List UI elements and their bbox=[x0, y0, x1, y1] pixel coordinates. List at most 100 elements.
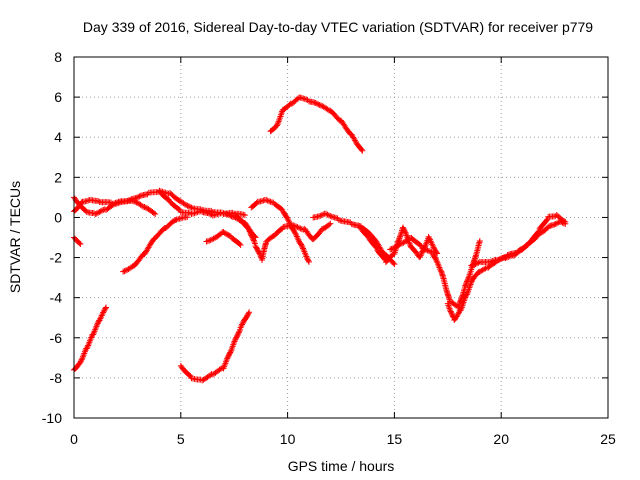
data-point bbox=[121, 268, 128, 275]
data-point bbox=[234, 332, 241, 339]
data-point bbox=[250, 237, 257, 244]
data-point bbox=[324, 106, 331, 113]
series-arc-7 bbox=[203, 229, 244, 248]
data-point bbox=[319, 103, 326, 110]
data-point bbox=[206, 237, 213, 244]
data-point bbox=[263, 196, 270, 203]
data-point bbox=[312, 100, 319, 107]
y-tick-label: -6 bbox=[50, 330, 63, 346]
data-point bbox=[358, 146, 365, 153]
y-tick-label: -2 bbox=[50, 250, 63, 266]
data-point bbox=[418, 251, 425, 258]
data-point bbox=[326, 221, 333, 228]
data-point bbox=[502, 255, 509, 262]
data-point bbox=[255, 249, 262, 256]
data-point bbox=[132, 198, 139, 205]
data-point bbox=[390, 260, 397, 267]
tick-labels: 0 5 10 15 20 25 -10 -8 -6 -4 -2 0 2 4 6 8 bbox=[42, 49, 616, 447]
series-arc-1 bbox=[71, 234, 84, 247]
data-point bbox=[503, 254, 510, 261]
data-point bbox=[447, 308, 454, 315]
data-point bbox=[318, 212, 325, 219]
data-point bbox=[543, 217, 550, 224]
data-point bbox=[235, 329, 242, 336]
data-point bbox=[251, 240, 258, 247]
data-point bbox=[551, 221, 558, 228]
data-point bbox=[419, 245, 426, 252]
data-point bbox=[423, 246, 430, 253]
data-point bbox=[303, 254, 310, 261]
data-point bbox=[315, 101, 322, 108]
data-point bbox=[224, 211, 231, 218]
data-point bbox=[78, 357, 85, 364]
y-tick-label: 2 bbox=[54, 169, 62, 185]
data-point bbox=[264, 197, 271, 204]
x-axis-label: GPS time / hours bbox=[288, 458, 395, 474]
data-point bbox=[422, 242, 429, 249]
data-point bbox=[316, 102, 323, 109]
data-point bbox=[103, 304, 110, 311]
data-point bbox=[273, 122, 280, 129]
data-point bbox=[275, 119, 282, 126]
y-tick-label: 4 bbox=[54, 129, 62, 145]
x-tick-label: 25 bbox=[600, 431, 616, 447]
data-point bbox=[425, 233, 432, 240]
x-tick-label: 15 bbox=[387, 431, 403, 447]
series-arc-14 bbox=[387, 235, 483, 311]
data-point bbox=[152, 210, 159, 217]
data-point bbox=[231, 338, 238, 345]
data-point bbox=[193, 209, 200, 216]
data-point bbox=[239, 321, 246, 328]
data-point bbox=[429, 242, 436, 249]
data-point bbox=[246, 309, 253, 316]
data-point bbox=[401, 227, 408, 234]
data-point bbox=[372, 243, 379, 250]
series-arc-15 bbox=[444, 218, 569, 324]
data-point bbox=[224, 355, 231, 362]
data-point bbox=[150, 210, 157, 217]
data-point bbox=[246, 228, 253, 235]
data-point bbox=[482, 265, 489, 272]
data-point bbox=[94, 321, 101, 328]
data-point bbox=[426, 235, 433, 242]
data-point bbox=[122, 267, 129, 274]
data-point bbox=[291, 229, 298, 236]
data-point bbox=[183, 202, 190, 209]
data-point bbox=[432, 255, 439, 262]
data-point bbox=[317, 102, 324, 109]
data-point bbox=[359, 147, 366, 154]
data-point bbox=[133, 199, 140, 206]
data-point bbox=[388, 246, 395, 253]
series-arc-4 bbox=[71, 196, 159, 217]
data-point bbox=[391, 261, 398, 268]
data-point bbox=[283, 214, 290, 221]
data-point bbox=[425, 247, 432, 254]
data-point bbox=[283, 213, 290, 220]
data-point bbox=[325, 212, 332, 219]
data-point bbox=[95, 209, 102, 216]
data-point bbox=[77, 359, 84, 366]
data-point bbox=[227, 212, 234, 219]
data-point bbox=[227, 348, 234, 355]
data-point bbox=[417, 252, 424, 259]
series-arc-12 bbox=[267, 94, 366, 154]
data-point bbox=[95, 198, 102, 205]
data-point bbox=[235, 330, 242, 337]
data-point bbox=[476, 237, 483, 244]
data-point bbox=[475, 259, 482, 266]
data-point bbox=[389, 245, 396, 252]
data-point bbox=[489, 257, 496, 264]
data-point bbox=[141, 203, 148, 210]
data-point bbox=[78, 356, 85, 363]
data-point bbox=[434, 250, 441, 257]
data-point bbox=[471, 261, 478, 268]
data-point bbox=[399, 240, 406, 247]
data-point bbox=[120, 268, 127, 275]
data-point bbox=[83, 345, 90, 352]
data-point bbox=[299, 244, 306, 251]
data-point bbox=[237, 241, 244, 248]
data-point bbox=[420, 245, 427, 252]
data-point bbox=[184, 202, 191, 209]
y-tick-label: -4 bbox=[50, 290, 63, 306]
data-point bbox=[447, 307, 454, 314]
